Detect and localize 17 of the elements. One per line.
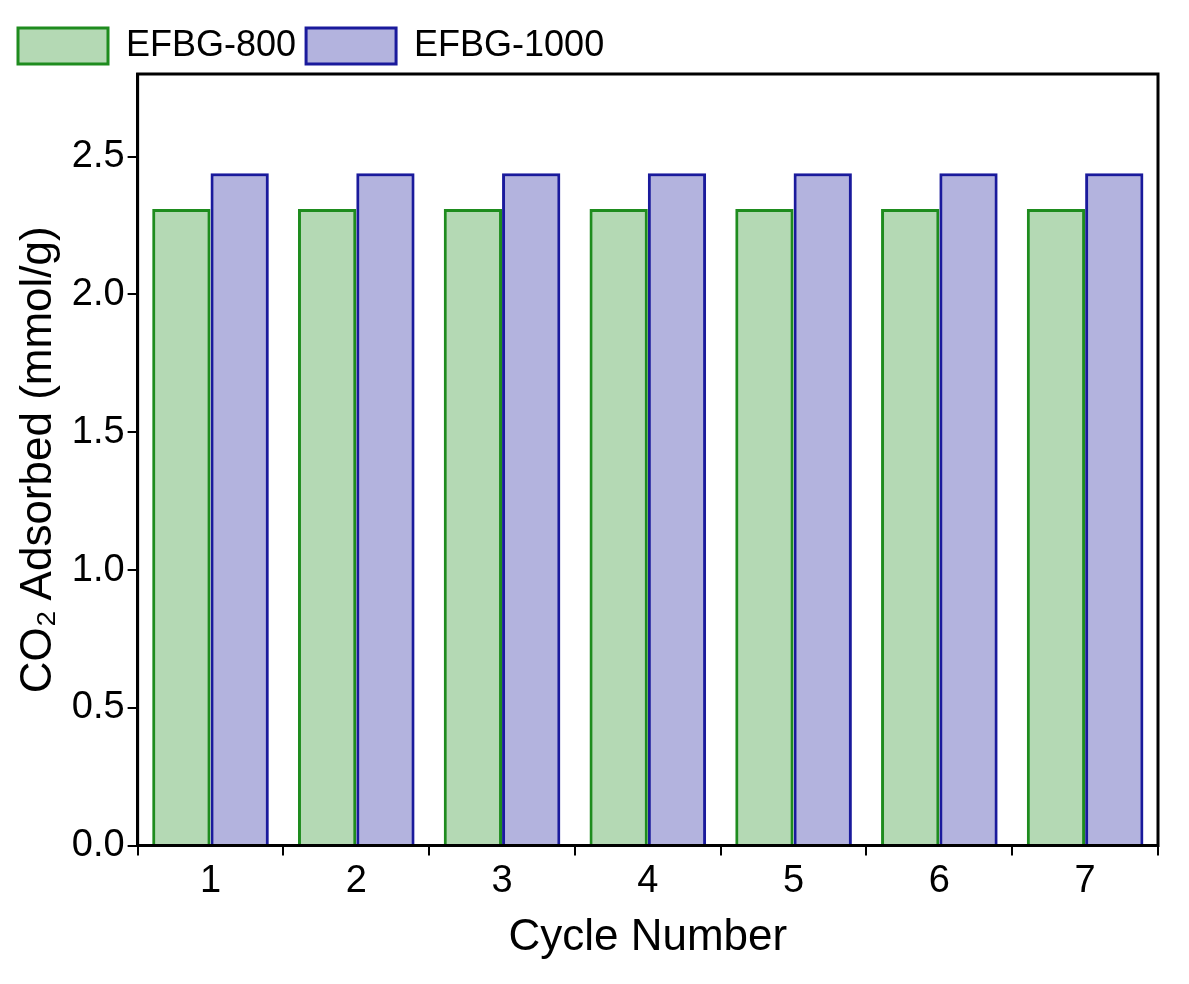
legend-label: EFBG-1000: [414, 22, 605, 64]
x-tick-label: 2: [345, 857, 367, 900]
x-tick-label: 4: [637, 857, 659, 900]
y-tick-label: 2.0: [71, 270, 125, 313]
x-tick-label: 1: [199, 857, 222, 900]
x-tick-label: 7: [1074, 857, 1096, 900]
x-axis-title: Cycle Number: [508, 909, 788, 959]
y-tick-label: 0.5: [71, 684, 125, 727]
y-tick-label: 1.5: [71, 408, 125, 451]
y-axis-title: CO₂ Adsorbed (mmol/g): [10, 226, 60, 694]
legend-label: EFBG-800: [126, 22, 297, 64]
y-tick-label: 1.0: [71, 546, 125, 589]
y-tick-label: 0.0: [71, 822, 125, 865]
x-tick-label: 5: [783, 857, 805, 900]
x-tick-label: 3: [491, 857, 513, 900]
y-tick-label: 2.5: [71, 133, 125, 176]
x-tick-label: 6: [928, 857, 950, 900]
